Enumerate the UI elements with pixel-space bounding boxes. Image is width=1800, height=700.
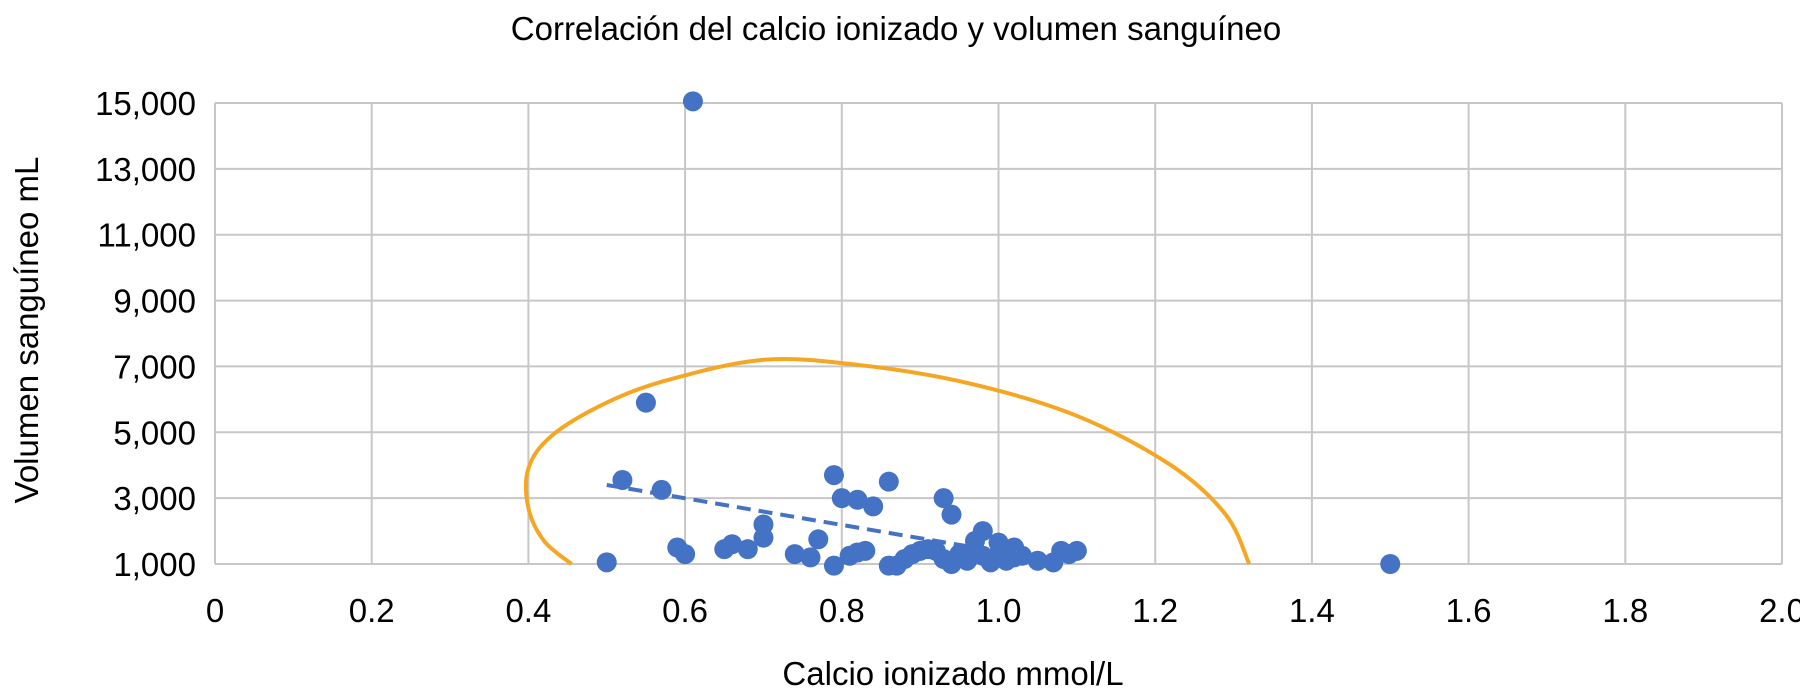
x-tick-label: 0.2 [349,592,395,629]
data-point [753,514,774,535]
data-point [855,540,876,561]
data-point [941,504,962,525]
data-point [831,488,852,509]
y-tick-label: 11,000 [98,217,196,254]
x-tick-label: 1.8 [1602,592,1648,629]
data-point [1380,554,1401,574]
data-point [972,521,993,542]
data-points [596,91,1401,576]
x-tick-label: 0.6 [662,592,708,629]
data-point [612,470,633,491]
data-point [737,539,758,560]
x-tick-label: 0 [206,592,224,629]
x-tick-label: 1.0 [976,592,1022,629]
data-point [596,552,617,573]
data-point [933,488,954,509]
x-tick-label: 2.0 [1759,592,1800,629]
x-tick-label: 1.2 [1132,592,1178,629]
data-point [1012,545,1033,566]
y-axis-label: Volumen sanguíneo mL [8,157,45,504]
y-tick-label: 15,000 [95,85,196,122]
data-point [800,547,821,568]
data-point [1027,550,1048,571]
data-point [823,555,844,576]
highlight-ellipse [523,357,1252,566]
x-axis-label: Calcio ionizado mmol/L [782,655,1123,692]
data-point [823,465,844,486]
x-tick-label: 1.4 [1289,592,1335,629]
y-tick-label: 3,000 [113,480,196,517]
data-point [863,496,884,517]
data-point [784,544,805,565]
data-point [682,91,703,112]
x-tick-label: 0.4 [505,592,551,629]
trendline [606,482,976,550]
x-tick-label: 1.6 [1446,592,1492,629]
y-tick-label: 9,000 [113,283,196,320]
y-tick-label: 5,000 [113,414,196,451]
x-tick-label: 0.8 [819,592,865,629]
data-point [1066,540,1087,561]
chart-title: Correlación del calcio ionizado y volume… [511,10,1281,47]
data-point [808,529,829,550]
data-point [722,534,743,555]
data-point [651,479,672,500]
tick-labels: 0 0.2 0.4 0.6 0.8 1.0 1.2 1.4 1.6 1.8 2.0 1,000 3,00… [95,85,1800,629]
y-tick-label: 1,000 [113,546,196,583]
data-point [847,489,868,510]
data-point [675,544,696,565]
y-tick-label: 7,000 [113,348,196,385]
y-tick-label: 13,000 [95,151,196,188]
data-point [635,392,656,413]
grid [214,102,1783,565]
data-point [878,471,899,492]
